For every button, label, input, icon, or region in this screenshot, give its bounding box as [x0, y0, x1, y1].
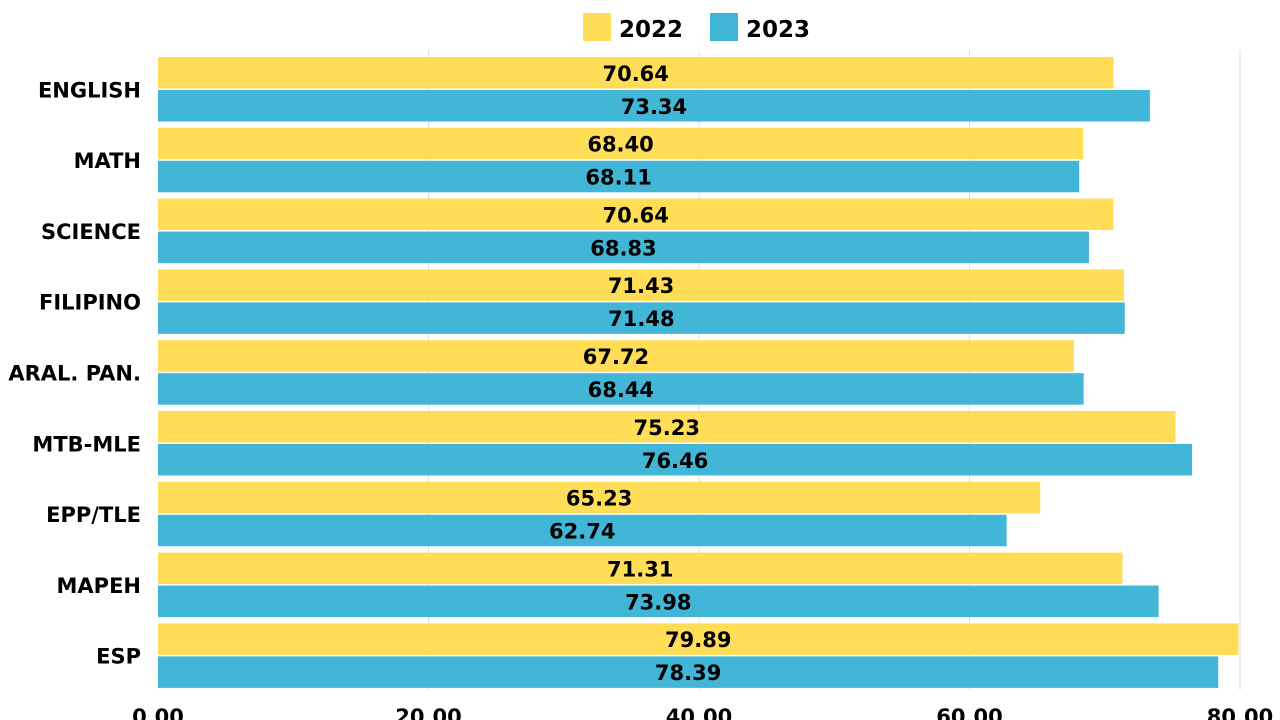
bar-2022-filipino: [158, 269, 1125, 301]
legend-label-2023: 2023: [746, 17, 810, 43]
bar-2022-english: [158, 57, 1114, 89]
value-label-2023-filipino: 71.48: [608, 307, 674, 331]
bar-2023-esp: [158, 656, 1219, 688]
bars: [158, 57, 1239, 688]
category-label-aral-pan: ARAL. PAN.: [8, 361, 141, 385]
value-label-2022-math: 68.40: [587, 133, 653, 157]
legend-swatch-2023: [710, 13, 738, 41]
category-label-esp: ESP: [96, 645, 141, 669]
category-label-epp-tle: EPP/TLE: [46, 503, 141, 527]
bar-2023-epp-tle: [158, 514, 1007, 547]
category-label-mapeh: MAPEH: [57, 574, 141, 598]
category-label-english: ENGLISH: [38, 78, 141, 102]
tick-label-4: 80.00: [1207, 705, 1273, 720]
value-label-2023-esp: 78.39: [655, 661, 721, 685]
tick-label-2: 40.00: [666, 705, 732, 720]
bar-2023-math: [158, 160, 1080, 193]
value-label-2022-esp: 79.89: [665, 628, 731, 652]
value-label-2022-science: 70.64: [602, 203, 668, 227]
legend-label-2022: 2022: [619, 17, 683, 43]
value-label-2023-science: 68.83: [590, 236, 656, 260]
value-label-2023-english: 73.34: [621, 95, 687, 119]
bar-2023-science: [158, 231, 1089, 264]
legend-swatch-2022: [583, 13, 611, 41]
bar-2022-aral-pan: [158, 340, 1074, 372]
tick-label-3: 60.00: [936, 705, 1002, 720]
bar-2023-mtb-mle: [158, 444, 1193, 476]
value-label-2023-mtb-mle: 76.46: [642, 449, 708, 473]
x-axis-ticks: 0.00 20.00 40.00 60.00 80.00: [132, 705, 1273, 720]
value-label-2023-epp-tle: 62.74: [549, 520, 615, 544]
bar-2022-math: [158, 127, 1084, 160]
value-label-2022-mapeh: 71.31: [607, 557, 673, 581]
category-label-science: SCIENCE: [41, 220, 141, 244]
value-label-2022-english: 70.64: [602, 62, 668, 86]
bar-2022-esp: [158, 623, 1239, 655]
tick-label-1: 20.00: [395, 705, 461, 720]
category-label-filipino: FILIPINO: [39, 291, 141, 315]
bar-2022-mtb-mle: [158, 411, 1176, 443]
bar-2023-english: [158, 90, 1150, 122]
value-label-2022-aral-pan: 67.72: [583, 345, 649, 369]
bar-2022-epp-tle: [158, 481, 1041, 514]
value-label-2023-aral-pan: 68.44: [588, 378, 654, 402]
value-label-2022-epp-tle: 65.23: [566, 487, 632, 511]
value-label-2022-mtb-mle: 75.23: [634, 416, 700, 440]
value-label-2023-math: 68.11: [585, 166, 651, 190]
legend: 2022 2023: [583, 13, 810, 43]
bar-2022-mapeh: [158, 552, 1123, 585]
category-label-math: MATH: [74, 149, 141, 173]
category-labels: ENGLISH MATH SCIENCE FILIPINO ARAL. PAN. MTB-…: [8, 78, 141, 668]
value-label-2023-mapeh: 73.98: [625, 590, 691, 614]
category-label-mtb-mle: MTB-MLE: [32, 432, 141, 456]
bar-2022-science: [158, 198, 1114, 231]
value-label-2022-filipino: 71.43: [608, 274, 674, 298]
bar-2023-mapeh: [158, 585, 1159, 618]
data-labels: 70.64 73.34 68.40 68.11 70.64 68.83 71.43 71.48…: [549, 62, 731, 685]
bar-2023-filipino: [158, 302, 1125, 334]
bar-2023-aral-pan: [158, 373, 1084, 405]
tick-label-0: 0.00: [132, 705, 184, 720]
